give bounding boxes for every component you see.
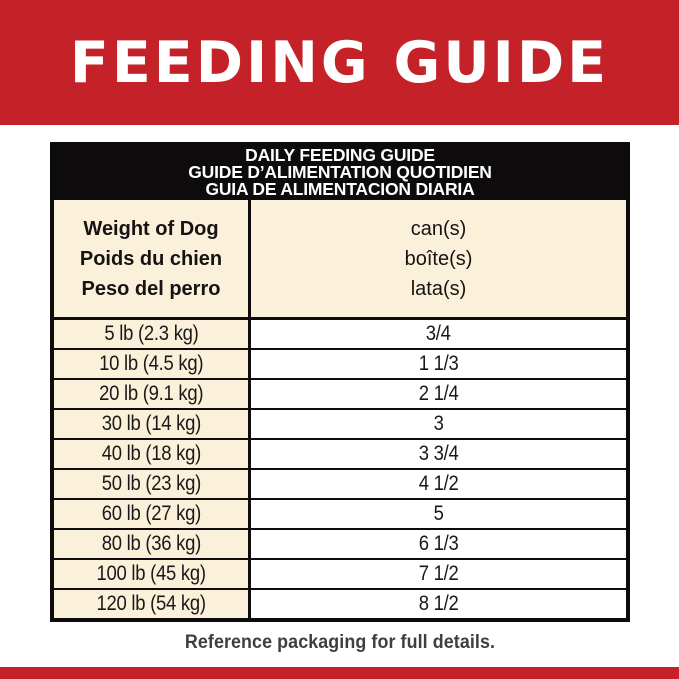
cans-cell: 2 1/4 [251, 380, 626, 408]
cans-cell: 3 [251, 410, 626, 438]
weight-header-es: Peso del perro [81, 277, 221, 300]
weight-header-en: Weight of Dog [83, 217, 219, 240]
weight-cell: 20 lb (9.1 kg) [54, 380, 251, 408]
weight-header-fr: Poids du chien [79, 247, 223, 270]
cans-cell: 5 [251, 500, 626, 528]
table-row: 20 lb (9.1 kg) 2 1/4 [54, 378, 626, 408]
cans-header-es: lata(s) [410, 277, 467, 300]
table-title-es: GUIA DE ALIMENTACION DIARIA [205, 179, 475, 199]
cans-cell: 7 1/2 [251, 560, 626, 588]
feeding-guide-table: DAILY FEEDING GUIDE GUIDE D’ALIMENTATION… [50, 142, 630, 622]
table-row: 30 lb (14 kg) 3 [54, 408, 626, 438]
cans-cell: 6 1/3 [251, 530, 626, 558]
table-row: 50 lb (23 kg) 4 1/2 [54, 468, 626, 498]
table-body: 5 lb (2.3 kg) 3/4 10 lb (4.5 kg) 1 1/3 2… [54, 320, 626, 618]
table-title-fr: GUIDE D’ALIMENTATION QUOTIDIEN [188, 162, 492, 182]
bottom-red-strip [0, 667, 679, 679]
table-row: 60 lb (27 kg) 5 [54, 498, 626, 528]
table-row: 10 lb (4.5 kg) 1 1/3 [54, 348, 626, 378]
cans-cell: 4 1/2 [251, 470, 626, 498]
weight-cell: 40 lb (18 kg) [54, 440, 251, 468]
weight-cell: 30 lb (14 kg) [54, 410, 251, 438]
table-row: 40 lb (18 kg) 3 3/4 [54, 438, 626, 468]
weight-cell: 100 lb (45 kg) [54, 560, 251, 588]
column-header-row: Weight of Dog Poids du chien Peso del pe… [54, 200, 626, 320]
weight-column-header: Weight of Dog Poids du chien Peso del pe… [54, 200, 251, 317]
table-row: 120 lb (54 kg) 8 1/2 [54, 588, 626, 618]
cans-cell: 3/4 [251, 320, 626, 348]
table-row: 5 lb (2.3 kg) 3/4 [54, 320, 626, 348]
cans-cell: 3 3/4 [251, 440, 626, 468]
weight-cell: 10 lb (4.5 kg) [54, 350, 251, 378]
cans-cell: 8 1/2 [251, 590, 626, 618]
weight-cell: 5 lb (2.3 kg) [54, 320, 251, 348]
banner-title: FEEDING GUIDE [69, 29, 610, 96]
cans-column-header: can(s) boîte(s) lata(s) [251, 200, 626, 317]
cans-header-en: can(s) [410, 217, 467, 240]
weight-cell: 120 lb (54 kg) [54, 590, 251, 618]
cans-header-fr: boîte(s) [404, 247, 473, 270]
table-row: 100 lb (45 kg) 7 1/2 [54, 558, 626, 588]
footer-note: Reference packaging for full details. [0, 632, 679, 654]
weight-cell: 50 lb (23 kg) [54, 470, 251, 498]
table-title-en: DAILY FEEDING GUIDE [245, 145, 435, 165]
weight-cell: 80 lb (36 kg) [54, 530, 251, 558]
footer-note-text: Reference packaging for full details. [184, 632, 495, 653]
weight-cell: 60 lb (27 kg) [54, 500, 251, 528]
table-title-bar: DAILY FEEDING GUIDE GUIDE D’ALIMENTATION… [54, 146, 626, 200]
table-row: 80 lb (36 kg) 6 1/3 [54, 528, 626, 558]
banner: FEEDING GUIDE [0, 0, 679, 125]
cans-cell: 1 1/3 [251, 350, 626, 378]
